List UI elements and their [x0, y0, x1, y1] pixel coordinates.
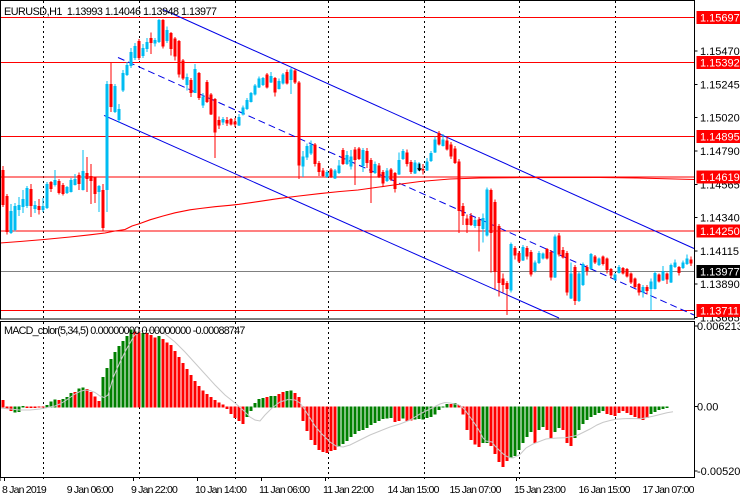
svg-text:9 Jan 22:00: 9 Jan 22:00: [131, 484, 178, 496]
svg-text:0.0062133: 0.0062133: [697, 321, 740, 333]
svg-text:1.13711: 1.13711: [700, 306, 739, 318]
svg-text:1.14115: 1.14115: [700, 246, 739, 258]
svg-text:14 Jan 15:00: 14 Jan 15:00: [388, 484, 440, 496]
svg-text:11 Jan 06:00: 11 Jan 06:00: [259, 484, 310, 496]
svg-text:10 Jan 14:00: 10 Jan 14:00: [195, 484, 247, 496]
svg-text:1.15470: 1.15470: [700, 46, 740, 58]
svg-text:1.13977: 1.13977: [700, 266, 740, 278]
svg-text:MACD_color(5,34,5) 0.00000000: MACD_color(5,34,5) 0.00000000 0.00000000…: [4, 325, 245, 337]
svg-text:17 Jan 07:00: 17 Jan 07:00: [643, 484, 695, 496]
svg-text:-0.0052016: -0.0052016: [697, 466, 740, 478]
svg-text:1.14790: 1.14790: [700, 146, 740, 158]
svg-text:15 Jan 07:00: 15 Jan 07:00: [450, 484, 502, 496]
svg-text:1.15245: 1.15245: [700, 79, 740, 91]
svg-text:1.14340: 1.14340: [700, 213, 740, 225]
svg-text:1.14895: 1.14895: [700, 131, 740, 143]
svg-text:11 Jan 22:00: 11 Jan 22:00: [323, 484, 374, 496]
svg-text:8 Jan 2019: 8 Jan 2019: [2, 484, 47, 496]
svg-text:15 Jan 23:00: 15 Jan 23:00: [514, 484, 566, 496]
svg-text:1.13890: 1.13890: [700, 279, 740, 291]
svg-text:16 Jan 15:00: 16 Jan 15:00: [579, 484, 631, 496]
svg-text:1.15020: 1.15020: [700, 113, 740, 125]
svg-text:1.15392: 1.15392: [700, 58, 740, 70]
svg-text:EURUSD,H1 1.13993 1.14046 1.1: EURUSD,H1 1.13993 1.14046 1.13948 1.1397…: [4, 6, 217, 18]
svg-text:0.00: 0.00: [697, 402, 718, 414]
svg-text:1.15697: 1.15697: [700, 13, 740, 25]
svg-text:9 Jan 06:00: 9 Jan 06:00: [67, 484, 114, 496]
svg-text:1.14619: 1.14619: [700, 172, 740, 184]
svg-text:1.14250: 1.14250: [700, 226, 740, 238]
